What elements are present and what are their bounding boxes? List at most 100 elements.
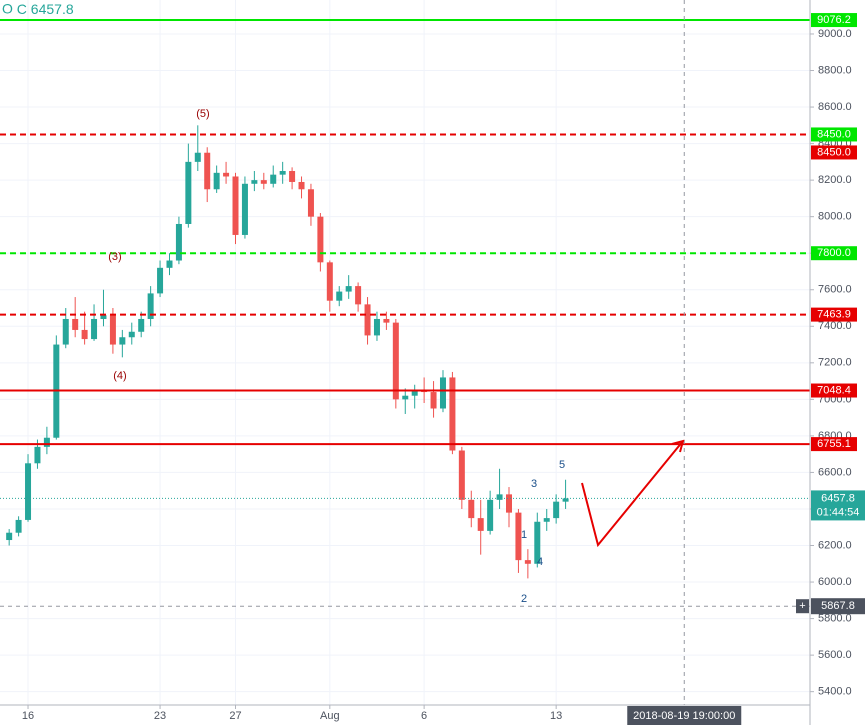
y-tick-label: 8600.0 [818, 101, 852, 113]
header-value: 6457.8 [31, 1, 74, 17]
candle-body [364, 304, 371, 336]
candle-body [496, 494, 503, 500]
candle-body [6, 532, 13, 541]
candle-body [204, 152, 211, 190]
level-tag-label: 8450.0 [817, 146, 851, 158]
x-tick-label: 23 [154, 710, 166, 722]
level-tag [811, 145, 857, 160]
candle-body [373, 318, 380, 336]
level-tag [811, 383, 857, 398]
level-tag-label: 9076.2 [817, 14, 851, 26]
wave-label: (5) [196, 108, 209, 120]
level-tag-label: 7048.4 [817, 384, 851, 396]
y-tick-label: 8000.0 [818, 211, 852, 223]
level-tag-label: 8450.0 [817, 128, 851, 140]
x-tick-label: 6 [421, 710, 427, 722]
wave-label: 4 [537, 556, 543, 568]
candle-body [515, 512, 522, 561]
candle-body [91, 318, 98, 340]
candle-body [562, 498, 569, 502]
candle-body [468, 499, 475, 519]
y-tick-label: 5400.0 [818, 686, 852, 698]
candle-body [458, 450, 465, 500]
level-tag [811, 127, 857, 142]
wave-label: 2 [521, 593, 527, 605]
candle-body [402, 395, 409, 400]
wave-label: (3) [108, 251, 121, 263]
candle-body [185, 161, 192, 224]
y-tick-label: 7600.0 [818, 284, 852, 296]
candle-body [157, 267, 164, 294]
crosshair-y-label: 5867.8 [821, 600, 855, 612]
y-tick-label: 8800.0 [818, 64, 852, 76]
candle-body [279, 170, 286, 175]
candle-body [534, 521, 541, 564]
wave-label: 3 [531, 478, 537, 490]
drawings: (5) (3) (4) 1 2 3 4 5 [108, 108, 685, 605]
candle-body [147, 293, 154, 319]
candle-body [232, 176, 239, 235]
candle-body [439, 377, 446, 409]
candle-body [345, 286, 352, 292]
candle-body [128, 331, 135, 338]
candle-body [317, 216, 324, 263]
last-price-tag [811, 490, 865, 521]
y-tick-label: 9000.0 [818, 28, 852, 40]
candle-body [72, 318, 79, 330]
candle-body [194, 152, 201, 162]
candle-body [506, 494, 513, 513]
y-tick-label: 6200.0 [818, 539, 852, 551]
candle-body [25, 463, 32, 520]
candle-body [270, 174, 277, 184]
level-tag [811, 246, 857, 261]
arrow-head [671, 439, 685, 453]
candle-body [430, 392, 437, 409]
candle-body [213, 172, 220, 190]
candle-body [477, 518, 484, 531]
crosshair-plus [796, 599, 809, 614]
candle-body [553, 501, 560, 519]
crosshair-x-label: 2018-08-19 19:00:00 [633, 710, 735, 722]
candle-body [411, 390, 418, 396]
level-tag-label: 7463.9 [817, 309, 851, 321]
candle-body [109, 315, 116, 345]
candle-body [223, 172, 230, 177]
y-tick-label: 6600.0 [818, 466, 852, 478]
candle-body [81, 329, 88, 340]
x-tick-label: Aug [320, 710, 340, 722]
crosshair-plus-sign: + [799, 600, 805, 612]
countdown: 01:44:54 [817, 506, 860, 518]
forecast-arrow [581, 440, 684, 548]
candle-body [251, 180, 258, 184]
wave-label: 1 [521, 529, 527, 541]
plot-area [0, 0, 810, 705]
candle-body [326, 262, 333, 301]
candle-body [34, 446, 41, 464]
wave-label: 5 [559, 459, 565, 471]
y-tick-label: 5800.0 [818, 612, 852, 624]
y-tick-label: 8200.0 [818, 174, 852, 186]
header-ohlc: O C 6457.8 [2, 1, 74, 17]
level-tag [811, 437, 857, 452]
candle-body [449, 377, 456, 451]
crosshair-x-tag [627, 706, 742, 725]
candle-body [543, 518, 550, 522]
candle-body [241, 183, 248, 235]
level-tag [811, 13, 857, 28]
candle-body [260, 180, 267, 184]
y-tick-label: 6000.0 [818, 576, 852, 588]
time-axis-bg [0, 705, 810, 725]
x-tick-label: 27 [229, 710, 241, 722]
candle-body [336, 291, 343, 301]
crosshair-y-tag [811, 598, 865, 615]
candle-body [166, 260, 173, 268]
y-tick-label: 7200.0 [818, 357, 852, 369]
candle-body [524, 560, 531, 564]
candle-body [487, 499, 494, 531]
last-price-label: 6457.8 [821, 492, 855, 504]
candle-body [355, 286, 362, 305]
level-tag [811, 307, 857, 322]
candle-body [43, 437, 50, 447]
y-tick-label: 7400.0 [818, 320, 852, 332]
